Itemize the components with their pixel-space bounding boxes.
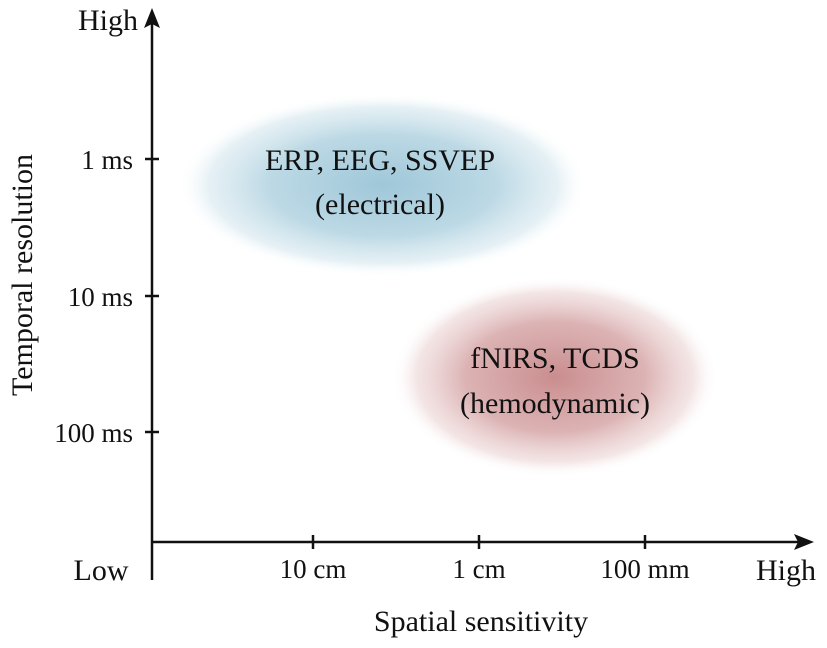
region-electrical-line2: (electrical)	[315, 188, 445, 221]
x-tick-label-1: 10 cm	[280, 554, 347, 584]
x-tick-label-2: 1 cm	[452, 554, 505, 584]
x-axis-high-label: High	[756, 554, 816, 587]
region-electrical-line1: ERP, EEG, SSVEP	[265, 144, 495, 177]
y-axis-title: Temporal resolution	[6, 154, 39, 396]
y-tick-label-1: 1 ms	[81, 145, 133, 175]
x-axis-title: Spatial sensitivity	[374, 605, 588, 638]
x-tick-label-3: 100 mm	[600, 554, 689, 584]
y-axis: High 1 ms 10 ms 100 ms Temporal resoluti…	[6, 4, 160, 580]
x-axis-low-label: Low	[74, 554, 129, 587]
y-axis-arrowhead	[144, 8, 160, 28]
region-hemodynamic-blob	[392, 277, 718, 477]
y-tick-label-3: 100 ms	[54, 418, 133, 448]
region-hemodynamic: fNIRS, TCDS (hemodynamic)	[392, 277, 718, 477]
x-axis-arrowhead	[794, 534, 814, 550]
region-hemodynamic-line2: (hemodynamic)	[460, 387, 650, 420]
x-axis: Low 10 cm 1 cm 100 mm High Spatial sensi…	[74, 534, 816, 638]
region-electrical-blob	[178, 93, 588, 277]
region-electrical: ERP, EEG, SSVEP (electrical)	[178, 93, 588, 277]
region-hemodynamic-line1: fNIRS, TCDS	[470, 342, 639, 375]
y-tick-label-2: 10 ms	[68, 282, 133, 312]
y-axis-high-label: High	[78, 4, 138, 37]
